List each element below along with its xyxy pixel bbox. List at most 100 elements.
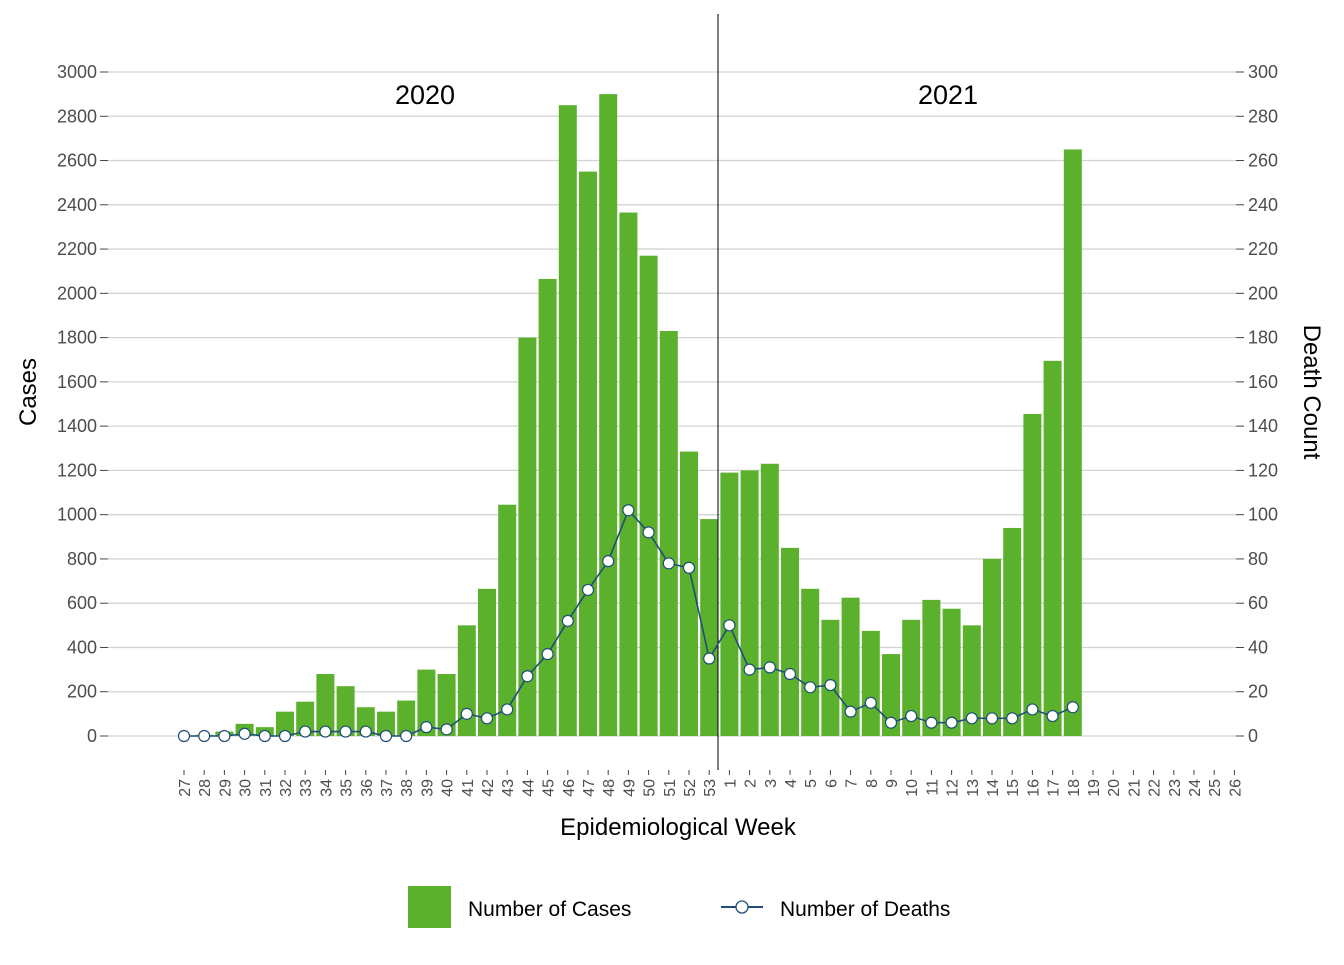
death-point	[945, 716, 958, 729]
x-tick-label: 30	[238, 779, 255, 797]
case-bar	[720, 472, 739, 736]
legend-label-cases: Number of Cases	[468, 898, 631, 921]
death-line	[177, 504, 1079, 743]
x-tick-label: 13	[965, 779, 982, 797]
death-point	[662, 557, 675, 570]
y2-tick-label: 60	[1248, 593, 1268, 613]
case-bar	[579, 171, 597, 737]
x-tick-label: 51	[662, 779, 679, 797]
y2-tick-label: 300	[1248, 62, 1278, 82]
death-point	[278, 729, 292, 743]
y2-tick-label: 20	[1248, 682, 1268, 702]
death-point	[844, 705, 857, 718]
case-bar	[882, 654, 900, 736]
x-tick-label: 23	[1167, 779, 1184, 797]
y2-tick-label: 280	[1248, 106, 1278, 126]
case-bar	[659, 330, 678, 736]
case-bar	[498, 504, 517, 736]
legend: Number of Cases Number of Deaths	[408, 886, 950, 928]
case-bar	[518, 337, 537, 736]
x-tick-label: 37	[379, 779, 396, 797]
x-tick-label: 40	[440, 779, 457, 797]
x-tick-label: 47	[581, 779, 598, 797]
death-point	[723, 619, 736, 632]
death-point	[177, 729, 191, 743]
case-bar	[538, 278, 557, 736]
x-tick-label: 17	[1046, 779, 1063, 797]
death-point	[541, 648, 554, 661]
death-point	[743, 663, 756, 676]
death-point	[985, 712, 999, 725]
x-tick-label: 11	[924, 779, 941, 796]
x-tick-label: 4	[783, 779, 800, 788]
case-bar	[962, 625, 981, 736]
case-bar	[760, 463, 779, 736]
case-bar	[377, 711, 395, 736]
case-bar	[801, 588, 820, 736]
y-tick-label: 2400	[57, 195, 97, 215]
case-bar	[902, 619, 921, 736]
x-tick-label: 24	[1187, 779, 1204, 797]
axes: 0200400600800100012001400160018002000220…	[57, 62, 1278, 797]
y-tick-label: 200	[67, 682, 97, 702]
death-point	[581, 583, 595, 597]
death-point	[763, 661, 776, 674]
x-tick-label: 53	[702, 779, 719, 797]
death-point	[1026, 703, 1039, 716]
x-tick-label: 49	[621, 779, 638, 797]
case-bar	[861, 630, 880, 736]
death-point	[602, 555, 615, 568]
case-bar	[1063, 149, 1082, 736]
case-bar	[700, 519, 719, 736]
x-tick-label: 41	[460, 779, 477, 797]
y2-tick-label: 200	[1248, 283, 1278, 303]
x-tick-label: 52	[682, 779, 699, 797]
x-tick-label: 29	[217, 779, 234, 797]
death-point	[218, 729, 231, 743]
x-tick-label: 32	[278, 779, 295, 797]
x-tick-label: 25	[1207, 779, 1224, 797]
death-point	[1046, 709, 1059, 723]
case-bar	[558, 105, 577, 736]
x-tick-label: 28	[197, 779, 214, 797]
case-bar	[1043, 360, 1062, 736]
death-point	[642, 526, 655, 539]
x-tick-label: 6	[823, 779, 840, 788]
death-point	[804, 681, 817, 694]
x-tick-label: 15	[1005, 779, 1022, 797]
y2-tick-label: 0	[1248, 726, 1258, 746]
death-point	[460, 707, 473, 720]
case-bar	[478, 588, 496, 736]
x-tick-label: 19	[1086, 779, 1103, 797]
death-point	[238, 727, 251, 740]
x-tick-label: 8	[864, 779, 881, 788]
case-bar	[639, 255, 658, 736]
death-point	[703, 652, 716, 665]
x-tick-label: 35	[339, 779, 356, 797]
x-tick-label: 22	[1147, 779, 1164, 797]
x-tick-label: 48	[601, 779, 618, 797]
case-bar	[457, 625, 476, 736]
y2-axis-title: Death Count	[1298, 325, 1325, 460]
x-tick-label: 45	[541, 779, 558, 797]
case-bar	[316, 674, 335, 736]
case-bar	[437, 674, 456, 736]
death-point	[965, 712, 978, 725]
x-tick-label: 3	[763, 779, 780, 788]
x-axis-title: Epidemiological Week	[560, 814, 797, 841]
y-tick-label: 800	[67, 549, 97, 569]
death-point	[480, 712, 494, 725]
death-point	[198, 729, 211, 743]
death-point	[682, 561, 696, 574]
x-tick-label: 20	[1106, 779, 1123, 797]
y-tick-label: 2600	[57, 151, 97, 171]
x-tick-label: 10	[904, 779, 921, 797]
case-bar	[276, 711, 294, 736]
x-tick-label: 9	[884, 779, 901, 788]
death-point	[1006, 712, 1019, 725]
death-point	[299, 725, 312, 738]
x-tick-label: 44	[520, 779, 537, 797]
y-tick-label: 1000	[57, 505, 97, 525]
x-tick-label: 1	[722, 779, 739, 788]
